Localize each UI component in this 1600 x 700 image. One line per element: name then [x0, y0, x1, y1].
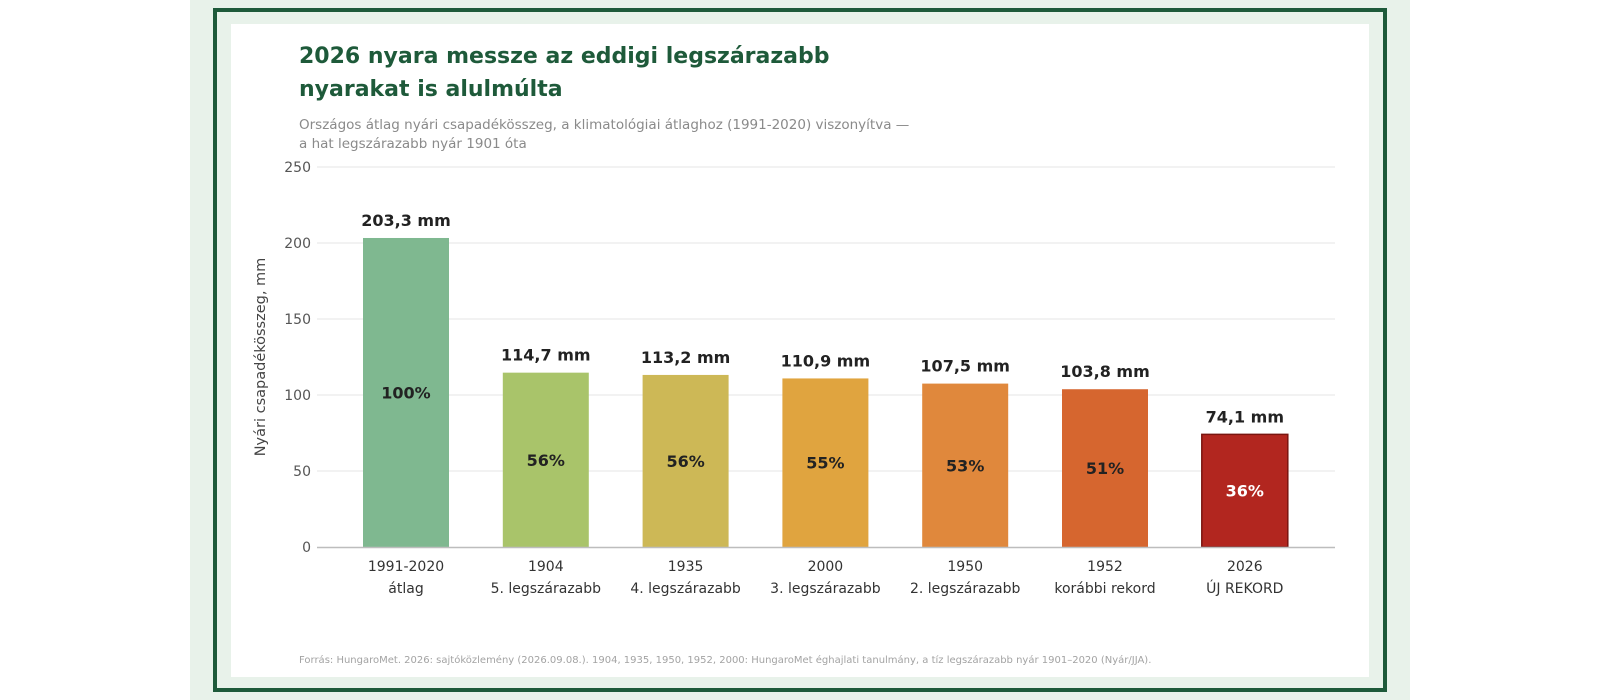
bar	[502, 372, 589, 547]
bar-value-label: 113,2 mm	[641, 348, 731, 367]
source-note: Forrás: HungaroMet. 2026: sajtóközlemény…	[299, 655, 1152, 666]
x-tick-sublabel: ÚJ REKORD	[1206, 579, 1283, 597]
bar	[1062, 389, 1148, 547]
bar-percent-label: 53%	[946, 456, 984, 475]
x-tick-sublabel: korábbi rekord	[1054, 581, 1155, 597]
bar-percent-label: 51%	[1086, 459, 1124, 478]
x-tick-label: 1991-2020	[368, 559, 444, 575]
bar-value-label: 103,8 mm	[1060, 362, 1150, 381]
x-tick-sublabel: 2. legszárazabb	[910, 581, 1021, 597]
y-tick-label: 50	[293, 464, 311, 480]
x-tick-sublabel: átlag	[388, 581, 423, 597]
bar-percent-label: 55%	[806, 454, 844, 473]
bar-group: 74,1 mm 36% 2026 ÚJ REKORD	[1201, 407, 1289, 597]
bar	[782, 378, 869, 547]
chart-subtitle-line-2: a hat legszárazabb nyár 1901 óta	[299, 136, 527, 152]
bar	[642, 374, 729, 547]
bar-group: 110,9 mm 55% 2000 3. legszárazabb	[770, 351, 881, 597]
bar-percent-label: 56%	[666, 452, 704, 471]
x-tick-sublabel: 5. legszárazabb	[491, 581, 602, 597]
bars: 203,3 mm 100% 1991-2020 átlag 114,7 mm 56% 190…	[361, 211, 1289, 597]
bar-group: 107,5 mm 53% 1950 2. legszárazabb	[910, 357, 1021, 597]
y-tick-label: 0	[302, 540, 311, 556]
y-tick-label: 250	[284, 160, 311, 176]
y-axis-label: Nyári csapadékösszeg, mm	[253, 258, 269, 457]
x-tick-label: 2026	[1227, 559, 1263, 575]
chart-title: 2026 nyara messze az eddigi legszárazabb…	[299, 44, 830, 102]
bar	[922, 383, 1009, 547]
bar-percent-label: 100%	[381, 383, 430, 402]
bar-group: 114,7 mm 56% 1904 5. legszárazabb	[491, 346, 602, 597]
bar-value-label: 107,5 mm	[920, 357, 1010, 376]
x-tick-label: 2000	[808, 559, 844, 575]
bar-value-label: 203,3 mm	[361, 211, 451, 230]
bar-group: 113,2 mm 56% 1935 4. legszárazabb	[630, 348, 741, 597]
x-tick-label: 1904	[528, 559, 564, 575]
bar	[363, 237, 449, 547]
y-tick-label: 150	[284, 312, 311, 328]
bar-value-label: 110,9 mm	[781, 351, 871, 370]
y-tick-label: 200	[284, 236, 311, 252]
chart-subtitle-line-1: Országos átlag nyári csapadékösszeg, a k…	[299, 117, 910, 133]
y-tick-label: 100	[284, 388, 311, 404]
bar-group: 203,3 mm 100% 1991-2020 átlag	[361, 211, 451, 597]
x-tick-label: 1952	[1087, 559, 1123, 575]
bar-value-label: 114,7 mm	[501, 346, 591, 365]
chart-subtitle: Országos átlag nyári csapadékösszeg, a k…	[299, 116, 999, 154]
x-tick-sublabel: 4. legszárazabb	[630, 581, 741, 597]
bar-percent-label: 36%	[1226, 482, 1264, 501]
bar-value-label: 74,1 mm	[1206, 407, 1284, 426]
bar-group: 103,8 mm 51% 1952 korábbi rekord	[1054, 362, 1155, 597]
x-tick-label: 1950	[947, 559, 983, 575]
bar-percent-label: 56%	[527, 451, 565, 470]
x-tick-sublabel: 3. legszárazabb	[770, 581, 881, 597]
y-axis: 0 50 100 150 200 250	[284, 160, 311, 556]
x-tick-label: 1935	[668, 559, 704, 575]
